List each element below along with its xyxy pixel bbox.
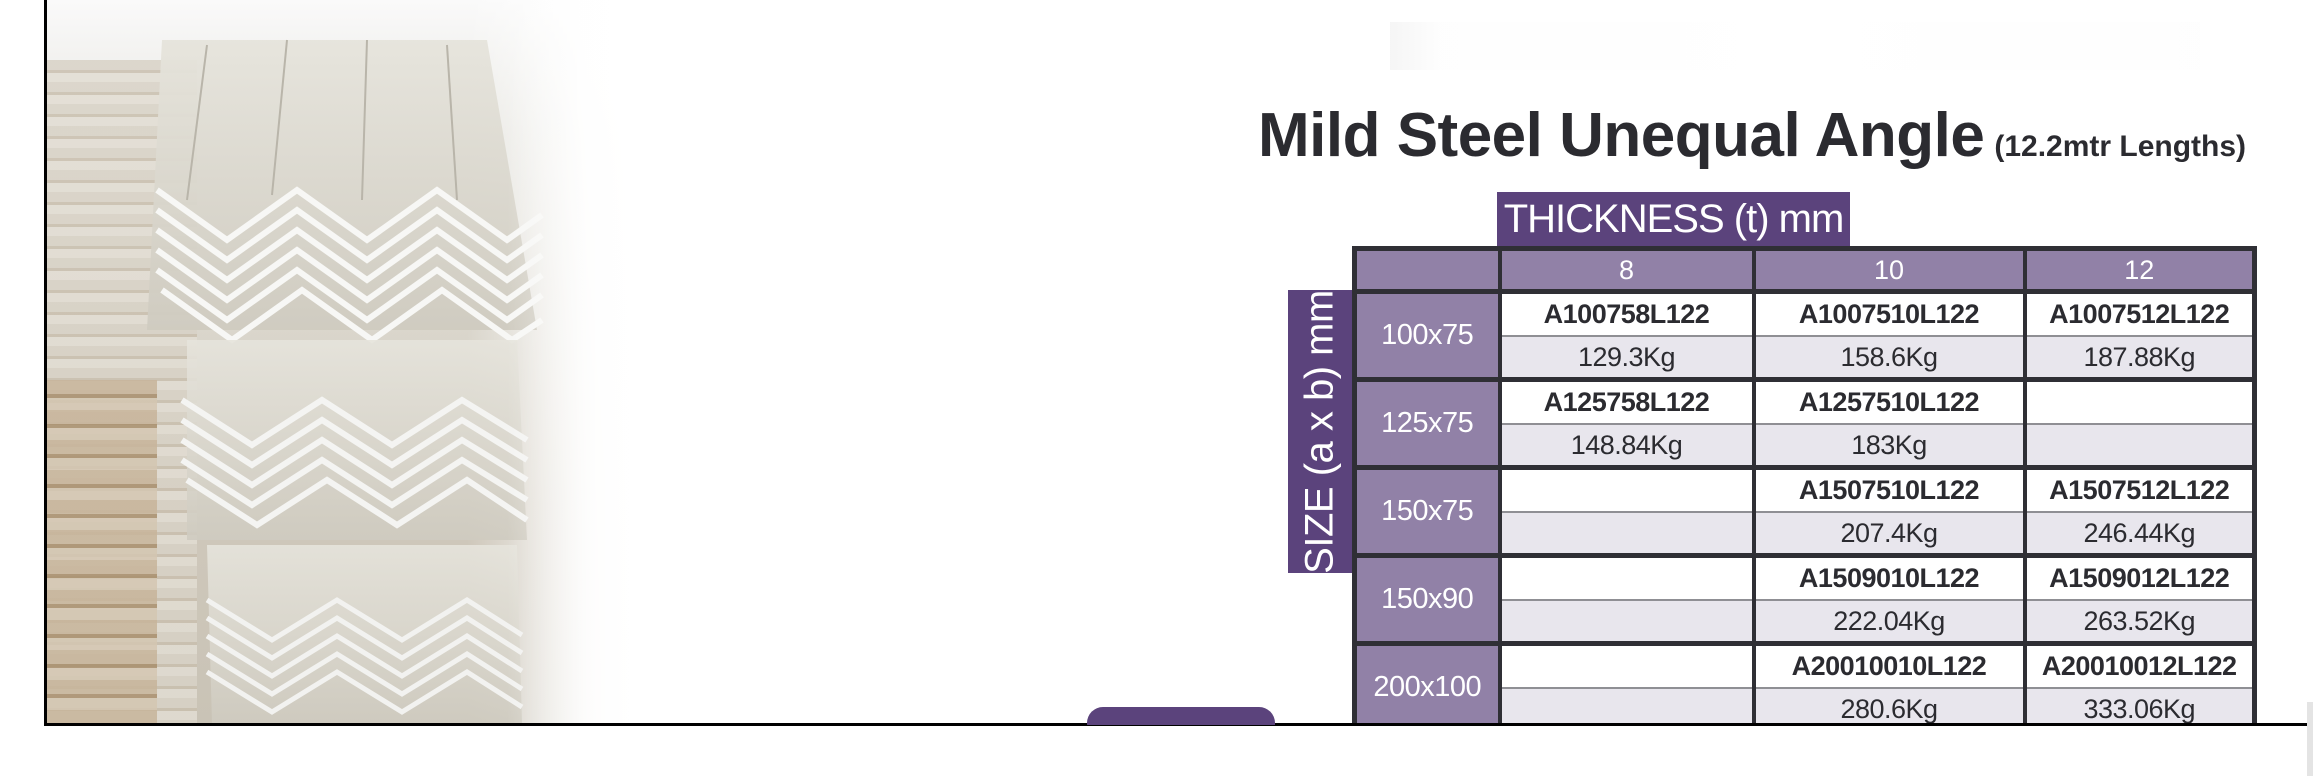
product-code — [1497, 555, 1756, 601]
size-axis-label: SIZE (a x b) mm — [1288, 290, 1352, 573]
product-weight: 246.44Kg — [2022, 512, 2257, 558]
table-row-weight: 207.4Kg 246.44Kg — [1355, 512, 2257, 558]
product-code — [1497, 643, 1756, 689]
product-weight: 207.4Kg — [1751, 512, 2027, 558]
product-weight: 158.6Kg — [1751, 336, 2027, 382]
table-row-code: 125x75 A125758L122 A1257510L122 — [1352, 379, 2257, 470]
product-weight: 263.52Kg — [2022, 600, 2257, 646]
header-thickness-8: 8 — [1497, 248, 1756, 294]
thickness-axis-label: THICKNESS (t) mm — [1497, 192, 1850, 246]
product-code: A1507510L122 — [1751, 467, 2027, 513]
product-weight: 333.06Kg — [2022, 688, 2257, 723]
header-thickness-12: 12 — [2022, 248, 2257, 294]
spec-table: 8 10 12 100x75 A100758L122 A1007510L122 … — [1352, 246, 2257, 723]
product-code — [2022, 379, 2257, 425]
title-main: Mild Steel Unequal Angle — [1258, 101, 1985, 170]
faint-header-strip — [1390, 22, 2200, 70]
product-photo — [47, 0, 647, 723]
product-code: A1507512L122 — [2022, 467, 2257, 513]
size-cell: 150x75 — [1352, 467, 1502, 558]
product-weight — [1497, 688, 1756, 723]
product-code: A100758L122 — [1497, 291, 1756, 337]
product-weight: 187.88Kg — [2022, 336, 2257, 382]
bottom-section-tab — [1087, 707, 1275, 725]
product-code: A1007512L122 — [2022, 291, 2257, 337]
product-code: A1509010L122 — [1751, 555, 2027, 601]
size-axis-label-text: SIZE (a x b) mm — [1297, 289, 1342, 574]
table-row-weight: 148.84Kg 183Kg — [1355, 424, 2257, 470]
size-cell: 200x100 — [1352, 643, 1502, 723]
product-weight — [1497, 512, 1756, 558]
product-code — [1497, 467, 1756, 513]
table-row-code: 100x75 A100758L122 A1007510L122 A1007512… — [1352, 291, 2257, 382]
header-size-corner — [1352, 248, 1502, 294]
table-row-code: 200x100 A20010010L122 A20010012L122 — [1352, 643, 2257, 723]
product-code: A1509012L122 — [2022, 555, 2257, 601]
table-row-code: 150x75 A1507510L122 A1507512L122 — [1352, 467, 2257, 558]
product-code: A125758L122 — [1497, 379, 1756, 425]
spec-table-container: 8 10 12 100x75 A100758L122 A1007510L122 … — [1340, 240, 2260, 723]
product-weight: 129.3Kg — [1497, 336, 1756, 382]
product-code: A20010012L122 — [2022, 643, 2257, 689]
product-weight — [1497, 600, 1756, 646]
photo-fade — [507, 0, 647, 723]
frame-left-border — [44, 0, 47, 726]
product-weight: 148.84Kg — [1497, 424, 1756, 470]
page-title: Mild Steel Unequal Angle (12.2mtr Lengths… — [1258, 100, 2246, 171]
table-header-row: 8 10 12 — [1352, 248, 2257, 294]
size-cell: 150x90 — [1352, 555, 1502, 646]
product-code: A20010010L122 — [1751, 643, 2027, 689]
table-row-weight: 129.3Kg 158.6Kg 187.88Kg — [1355, 336, 2257, 382]
side-strip — [2307, 702, 2313, 776]
table-row-weight: 280.6Kg 333.06Kg — [1355, 688, 2257, 723]
header-thickness-10: 10 — [1751, 248, 2027, 294]
title-subtitle: (12.2mtr Lengths) — [1994, 130, 2247, 163]
product-weight: 280.6Kg — [1751, 688, 2027, 723]
product-weight — [2022, 424, 2257, 470]
product-code: A1257510L122 — [1751, 379, 2027, 425]
table-row-code: 150x90 A1509010L122 A1509012L122 — [1352, 555, 2257, 646]
product-code: A1007510L122 — [1751, 291, 2027, 337]
size-cell: 125x75 — [1352, 379, 1502, 470]
table-row-weight: 222.04Kg 263.52Kg — [1355, 600, 2257, 646]
size-cell: 100x75 — [1352, 291, 1502, 382]
background-rusty-pile — [47, 380, 157, 723]
product-weight: 222.04Kg — [1751, 600, 2027, 646]
product-weight: 183Kg — [1751, 424, 2027, 470]
